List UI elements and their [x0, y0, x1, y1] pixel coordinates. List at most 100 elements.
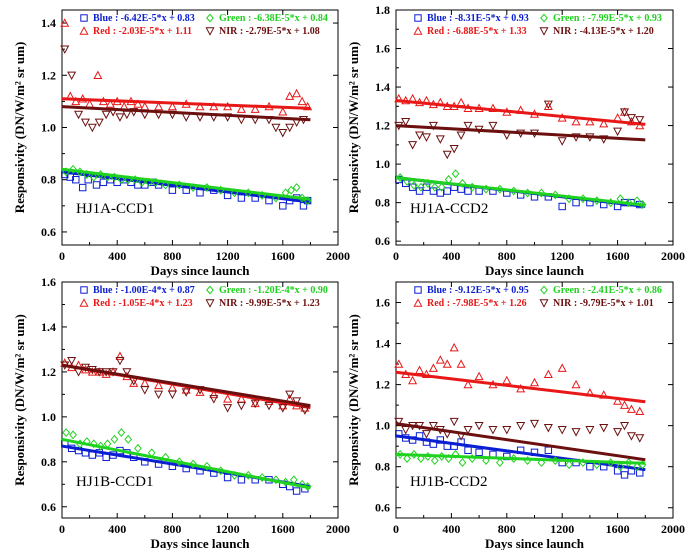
legend-entry-green: Green : -1.20E-4*x + 0.90 [219, 285, 328, 296]
square-marker [99, 178, 108, 187]
triangle-down-marker [488, 426, 498, 435]
y-tick-label: 0.8 [375, 196, 390, 210]
legend: Blue : -8.31E-5*x + 0.93 Green : -7.99E-5… [413, 13, 662, 37]
x-axis-label: Days since launch [485, 536, 585, 550]
triangle-down-marker [442, 150, 452, 160]
y-tick-label: 0.6 [41, 500, 56, 514]
triangle-down-marker [264, 401, 274, 411]
fit-line-blue [395, 434, 646, 472]
diamond-marker [437, 182, 446, 192]
triangle-down-marker [74, 110, 84, 120]
triangle-up-marker [571, 116, 581, 126]
square-marker [436, 189, 445, 197]
fit-line-green [395, 452, 646, 465]
x-axis-label: Days since launch [485, 263, 585, 278]
series-red [60, 18, 313, 116]
triangle-down-marker [278, 404, 288, 413]
triangle-up-marker [278, 107, 288, 116]
x-tick-label: 800 [498, 249, 516, 263]
triangle-down-marker [271, 123, 281, 133]
diamond-marker [89, 439, 98, 449]
square-marker [443, 187, 451, 195]
fit-line-nir [61, 363, 311, 408]
x-tick-label: 0 [393, 522, 399, 536]
series-red [394, 93, 646, 130]
triangle-down-marker [463, 121, 473, 131]
diamond-marker [203, 461, 211, 471]
triangle-down-marker [80, 118, 90, 128]
triangle-up-marker [428, 363, 438, 372]
triangle-up-marker [133, 99, 143, 108]
triangle-up-marker [181, 385, 191, 394]
triangle-down-marker [60, 45, 70, 54]
x-tick-label: 0 [59, 249, 65, 263]
x-tick-label: 1200 [550, 522, 574, 536]
diamond-marker [138, 177, 146, 187]
triangle-up-marker [154, 101, 164, 111]
triangle-up-marker [619, 400, 630, 409]
x-tick-label: 1600 [271, 522, 295, 536]
triangle-down-marker [635, 116, 645, 125]
legend-entry-nir: NIR : -9.79E-5*x + 1.01 [553, 298, 654, 309]
triangle-down-marker [449, 417, 459, 427]
y-tick-label: 0.8 [41, 173, 56, 187]
triangle-down-marker [101, 110, 111, 120]
triangle-down-marker [278, 129, 288, 138]
diamond-marker [281, 477, 290, 487]
diamond-marker [96, 441, 105, 451]
triangle-down-marker [421, 430, 432, 439]
triangle-up-marker [297, 96, 307, 106]
fit-line-green [61, 437, 311, 490]
triangle-up-marker-legend [79, 298, 89, 307]
diamond-marker [161, 180, 170, 190]
diamond-marker [537, 188, 546, 198]
triangle-up-marker [115, 351, 125, 360]
diamond-marker [410, 449, 418, 459]
panel-label: HJ1A-CCD2 [410, 201, 488, 217]
chart-panel: 0 400 800 1200 1600 2000 0.6 0.8 1.0 1.2 1.4 Days s… [12, 9, 350, 278]
triangle-up-marker [557, 363, 567, 372]
triangle-down-marker [154, 390, 164, 400]
diamond-marker [417, 454, 425, 463]
y-tick-label: 1.2 [41, 365, 56, 379]
triangle-up-marker [442, 359, 452, 368]
triangle-down-marker [394, 417, 404, 427]
triangle-up-marker [394, 359, 404, 368]
square-marker [168, 186, 177, 194]
diamond-marker-legend [206, 13, 214, 23]
triangle-up-marker [543, 101, 553, 111]
triangle-down-marker [181, 388, 191, 397]
triangle-up-marker [154, 380, 164, 390]
x-tick-label: 400 [108, 522, 126, 536]
triangle-up-marker [408, 375, 418, 385]
y-tick-label: 0.6 [375, 234, 390, 248]
triangle-up-marker [250, 104, 260, 113]
triangle-down-marker [285, 390, 295, 400]
triangle-down-marker-legend [539, 299, 549, 308]
triangle-down-marker [529, 419, 540, 429]
triangle-up-marker [93, 70, 103, 79]
y-tick-label: 1.2 [375, 378, 390, 392]
diamond-marker [430, 456, 439, 466]
triangle-down-marker [167, 390, 177, 400]
triangle-down-marker [67, 356, 77, 366]
triangle-down-marker [571, 428, 581, 437]
triangle-down-marker [516, 421, 526, 431]
diamond-marker [633, 462, 641, 472]
triangle-up-marker [140, 101, 150, 111]
diamond-marker [565, 460, 573, 470]
x-tick-label: 1600 [271, 249, 295, 263]
y-axis-label: Responsivity (DN/W/m² sr um) [12, 42, 27, 214]
fit-line-blue [61, 170, 311, 204]
triangle-down-marker [236, 401, 246, 411]
legend-entry-blue: Blue : -9.12E-5*x + 0.95 [427, 285, 529, 296]
square-marker [237, 194, 246, 202]
series-green [61, 428, 312, 491]
diamond-marker [189, 459, 197, 469]
triangle-up-marker [435, 355, 445, 364]
y-tick-label: 1.0 [41, 410, 56, 424]
triangle-up-marker [129, 378, 139, 387]
square-marker [196, 189, 204, 197]
triangle-up-marker-legend [79, 26, 89, 35]
triangle-down-marker [223, 404, 233, 413]
